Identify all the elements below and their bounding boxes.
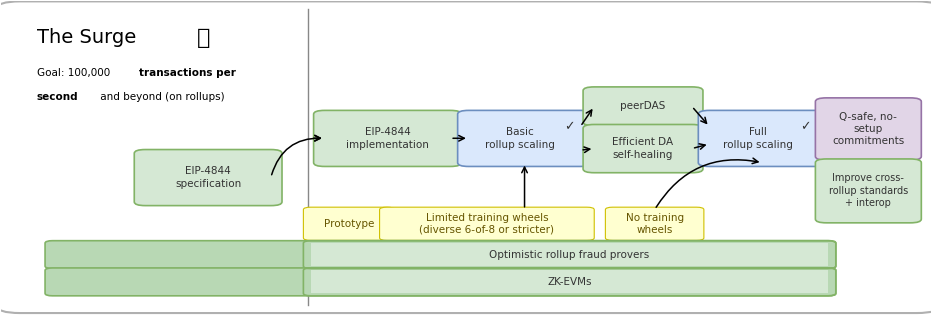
Text: peerDAS: peerDAS: [621, 101, 665, 111]
FancyBboxPatch shape: [816, 159, 922, 223]
Text: and beyond (on rollups): and beyond (on rollups): [97, 92, 225, 102]
Text: ✓: ✓: [564, 120, 575, 133]
FancyBboxPatch shape: [45, 241, 836, 269]
Text: second: second: [36, 92, 78, 102]
FancyBboxPatch shape: [606, 207, 704, 240]
Text: EIP-4844
implementation: EIP-4844 implementation: [346, 127, 429, 149]
FancyBboxPatch shape: [134, 149, 282, 206]
FancyBboxPatch shape: [304, 207, 394, 240]
Text: EIP-4844
specification: EIP-4844 specification: [175, 167, 241, 189]
Text: Efficient DA
self-healing: Efficient DA self-healing: [612, 137, 674, 160]
Text: Basic
rollup scaling: Basic rollup scaling: [485, 127, 555, 149]
Text: 🌊: 🌊: [197, 28, 210, 48]
FancyBboxPatch shape: [816, 98, 922, 160]
FancyBboxPatch shape: [313, 110, 461, 167]
FancyBboxPatch shape: [310, 243, 829, 266]
Text: The Surge: The Surge: [36, 28, 136, 47]
Text: No training
wheels: No training wheels: [625, 213, 684, 235]
FancyBboxPatch shape: [379, 207, 595, 240]
Text: ZK-EVMs: ZK-EVMs: [547, 277, 592, 287]
FancyBboxPatch shape: [698, 110, 828, 167]
Text: Limited training wheels
(diverse 6-of-8 or stricter): Limited training wheels (diverse 6-of-8 …: [419, 213, 555, 235]
Text: Optimistic rollup fraud provers: Optimistic rollup fraud provers: [489, 250, 650, 260]
FancyBboxPatch shape: [583, 87, 703, 126]
Text: Goal: 100,000: Goal: 100,000: [36, 69, 113, 78]
Text: transactions per: transactions per: [139, 69, 236, 78]
Text: Prototype: Prototype: [323, 219, 374, 229]
FancyBboxPatch shape: [45, 268, 836, 296]
FancyBboxPatch shape: [458, 110, 592, 167]
Text: ✓: ✓: [801, 120, 811, 133]
Text: Q-safe, no-
setup
commitments: Q-safe, no- setup commitments: [832, 112, 904, 146]
FancyBboxPatch shape: [583, 125, 703, 173]
Text: Improve cross-
rollup standards
+ interop: Improve cross- rollup standards + intero…: [829, 173, 908, 208]
FancyBboxPatch shape: [310, 270, 829, 293]
Text: Full
rollup scaling: Full rollup scaling: [723, 127, 793, 149]
